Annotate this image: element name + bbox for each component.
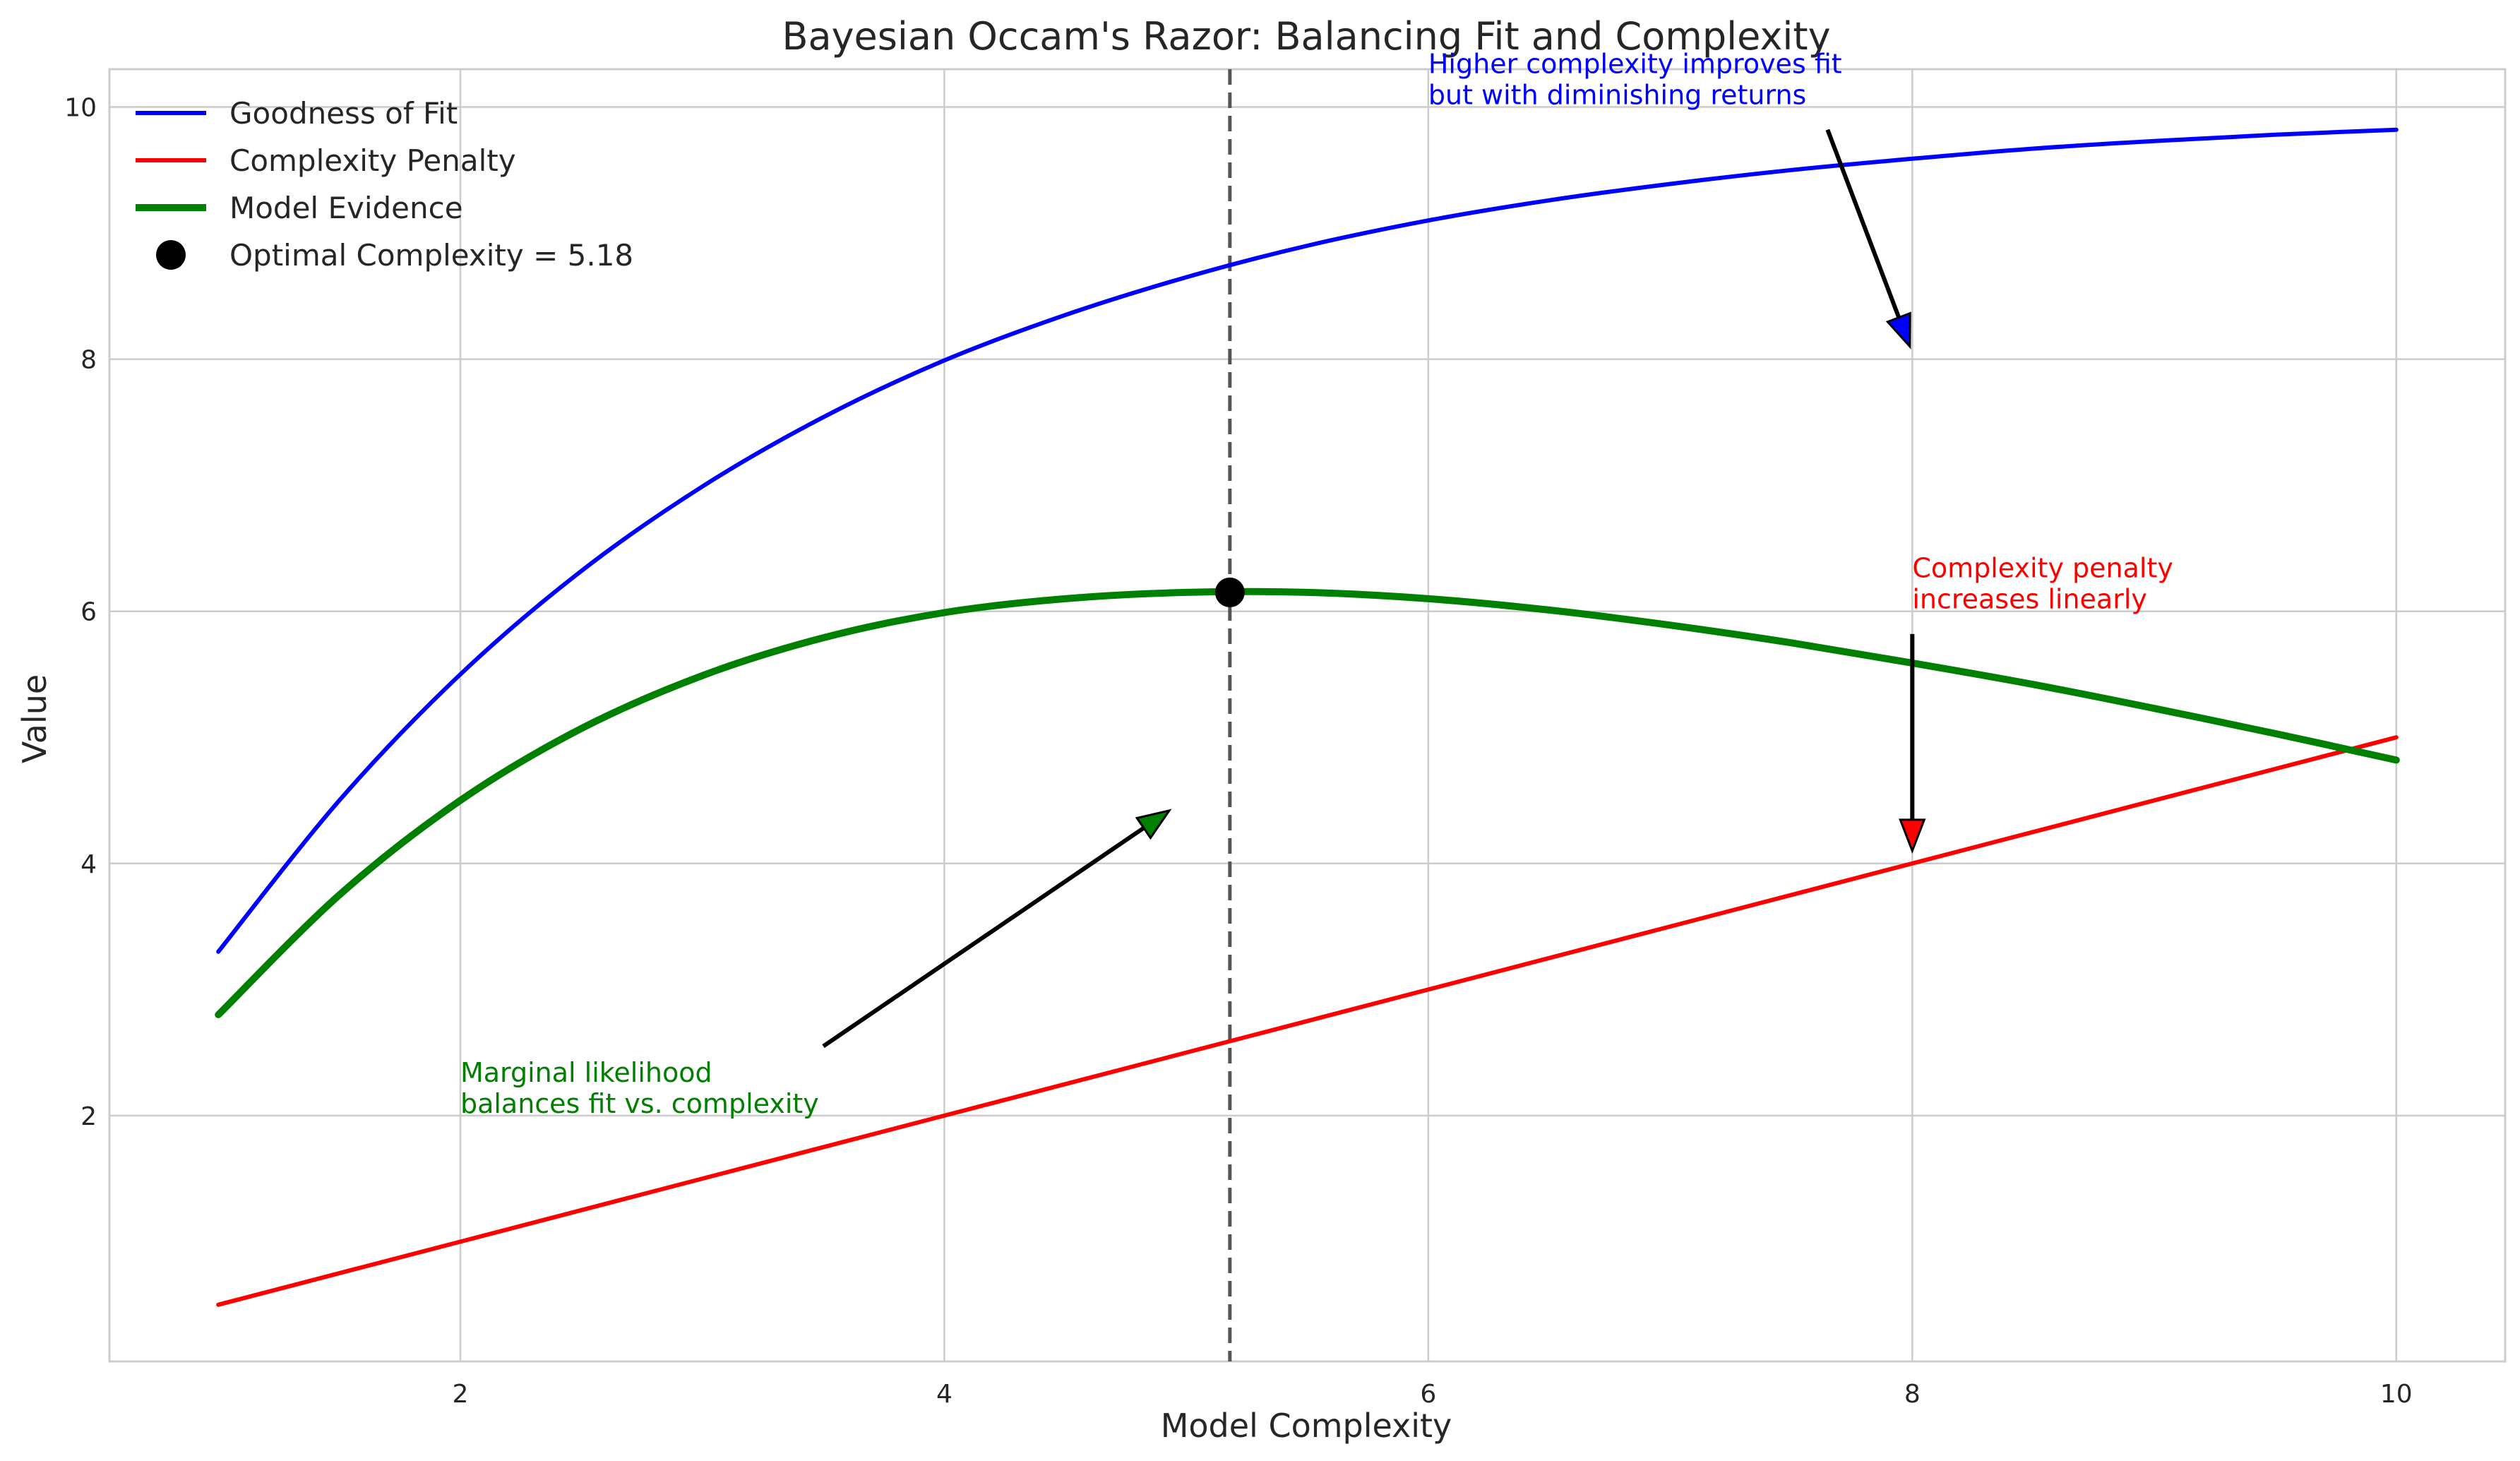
y-tick-label: 8 bbox=[80, 346, 97, 375]
annotation-arrow-head bbox=[1885, 311, 1911, 350]
annotation-arrow-head bbox=[1899, 818, 1926, 854]
legend-label: Complexity Penalty bbox=[229, 143, 516, 178]
legend-label: Model Evidence bbox=[229, 191, 463, 225]
annotation-arrow-shaft bbox=[822, 826, 1145, 1049]
chart-title: Bayesian Occam's Razor: Balancing Fit an… bbox=[782, 14, 1830, 59]
legend-label: Optimal Complexity = 5.18 bbox=[229, 238, 633, 273]
x-tick-label: 6 bbox=[1420, 1380, 1436, 1409]
annotation-line: Higher complexity improves fit bbox=[1428, 49, 1842, 80]
x-tick-label: 10 bbox=[2380, 1380, 2413, 1409]
y-tick-label: 10 bbox=[64, 94, 97, 123]
plot-frame bbox=[108, 68, 2507, 1363]
annotation-text-1: Higher complexity improves fit but with d… bbox=[1428, 49, 1842, 111]
plot-area bbox=[109, 69, 2505, 1361]
annotation-line: Marginal likelihood bbox=[460, 1057, 712, 1088]
y-tick-label: 6 bbox=[80, 598, 97, 627]
x-tick-label: 8 bbox=[1904, 1380, 1921, 1409]
annotation-arrow-shaft bbox=[1825, 129, 1901, 318]
y-tick-label: 2 bbox=[80, 1102, 97, 1131]
series-line-model-evidence bbox=[215, 588, 2400, 1018]
optimal-point bbox=[1214, 577, 1245, 607]
series-line-goodness-of-fit bbox=[216, 127, 2399, 954]
legend: Goodness of Fit Complexity Penalty Model E… bbox=[136, 96, 633, 273]
legend-label: Goodness of Fit bbox=[229, 96, 458, 131]
x-tick-label: 2 bbox=[453, 1380, 469, 1409]
y-axis-label: Value bbox=[16, 674, 54, 763]
annotation-text-3: Marginal likelihood balances fit vs. comp… bbox=[460, 1057, 819, 1119]
annotation-arrow-head bbox=[1135, 809, 1172, 840]
legend-marker bbox=[156, 240, 186, 270]
annotation-line: balances fit vs. complexity bbox=[460, 1088, 819, 1119]
annotation-line: Complexity penalty bbox=[1912, 553, 2173, 584]
x-tick-label: 4 bbox=[936, 1380, 953, 1409]
series-line-complexity-penalty bbox=[216, 735, 2399, 1307]
annotation-line: but with diminishing returns bbox=[1428, 80, 1807, 111]
y-tick-label: 4 bbox=[80, 850, 97, 879]
annotation-line: increases linearly bbox=[1912, 584, 2147, 615]
annotation-text-2: Complexity penalty increases linearly bbox=[1912, 553, 2173, 615]
x-axis-label: Model Complexity bbox=[1161, 1407, 1452, 1445]
